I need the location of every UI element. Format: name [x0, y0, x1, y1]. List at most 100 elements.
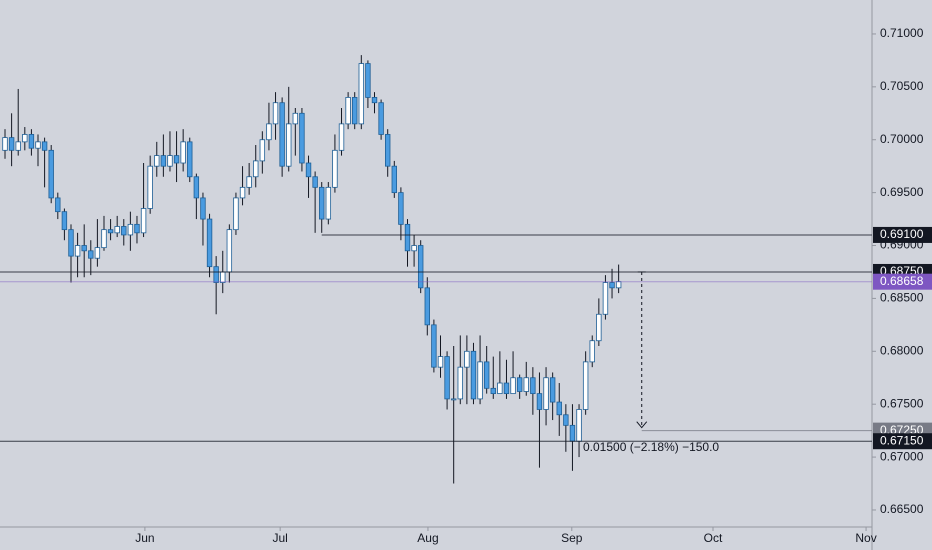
- candle-body: [510, 377, 516, 395]
- candle-body: [74, 245, 81, 257]
- candle-body: [596, 313, 602, 342]
- candle-body: [543, 377, 549, 410]
- candle-body: [140, 208, 147, 234]
- candle-body: [424, 287, 430, 326]
- candle-body: [187, 141, 193, 178]
- y-tick-label: 0.70000: [880, 132, 924, 146]
- candle-body: [253, 160, 259, 178]
- candle-body: [220, 271, 226, 283]
- candle-body: [345, 97, 351, 125]
- x-tick-label: Oct: [704, 531, 723, 545]
- candle-body: [101, 229, 107, 249]
- candle-body: [477, 361, 483, 400]
- y-tick-label: 0.68500: [880, 291, 924, 305]
- measure-arrowhead: [636, 421, 648, 429]
- candle-body: [246, 176, 252, 188]
- candle-body: [490, 387, 496, 395]
- candle-body: [233, 197, 239, 231]
- candle-body: [563, 414, 569, 426]
- candle-body: [160, 155, 167, 167]
- candle-body: [385, 134, 391, 167]
- candle-body: [404, 223, 411, 252]
- candle-body: [530, 377, 536, 395]
- candle-body: [569, 424, 576, 442]
- candle-body: [48, 149, 54, 199]
- candle-body: [279, 102, 285, 167]
- candle-body: [22, 134, 28, 143]
- candle-body: [576, 409, 582, 442]
- candle-body: [391, 165, 398, 194]
- candle-body: [589, 340, 595, 363]
- candle-body: [549, 377, 556, 403]
- candle-body: [107, 229, 114, 234]
- candle-body: [121, 226, 127, 236]
- candle-body: [35, 141, 41, 149]
- candle-body: [431, 324, 437, 368]
- level-label: 0.69100: [880, 227, 924, 241]
- candle-body: [602, 282, 609, 315]
- candle-body: [437, 356, 444, 368]
- candle-body: [398, 192, 404, 225]
- candle-body: [470, 350, 477, 400]
- y-tick-label: 0.68000: [880, 343, 924, 357]
- candle-body: [55, 197, 61, 213]
- candle-body: [352, 97, 358, 125]
- level-label: 0.68658: [880, 274, 924, 288]
- candle-body: [338, 123, 345, 151]
- candle-body: [457, 366, 463, 400]
- y-tick-label: 0.70500: [880, 79, 924, 93]
- candle-body: [15, 141, 21, 151]
- candle-body: [497, 382, 503, 395]
- candle-body: [417, 245, 424, 289]
- candle-body: [464, 350, 470, 368]
- candle-body: [365, 63, 371, 98]
- level-label-box: [873, 226, 932, 243]
- candle-body: [615, 281, 622, 289]
- candle-body: [134, 223, 140, 234]
- candle-body: [450, 398, 457, 401]
- candle-body: [28, 134, 35, 149]
- candle-body: [2, 137, 8, 151]
- level-label: 0.67150: [880, 433, 924, 447]
- candle-body: [127, 223, 134, 236]
- candle-body: [81, 245, 87, 252]
- candle-body: [213, 266, 219, 283]
- candle-body: [325, 186, 332, 220]
- y-tick-label: 0.67000: [880, 449, 924, 463]
- measure-label: 0.01500 (−2.18%) −150.0: [583, 440, 719, 454]
- candle-body: [41, 141, 48, 151]
- candle-body: [88, 250, 94, 259]
- candle-body: [319, 186, 325, 220]
- candle-body: [556, 401, 562, 416]
- candle-body: [411, 245, 417, 252]
- candle-body: [167, 155, 173, 167]
- candle-body: [180, 141, 186, 164]
- x-tick-label: Sep: [561, 531, 583, 545]
- y-tick-label: 0.69500: [880, 185, 924, 199]
- candle-body: [483, 361, 490, 389]
- candle-body: [371, 97, 378, 104]
- candle-body: [358, 63, 365, 125]
- candle-body: [8, 137, 15, 151]
- candle-body: [523, 377, 529, 392]
- candle-body: [444, 356, 450, 400]
- candle-body: [609, 282, 615, 289]
- candle-body: [286, 123, 292, 167]
- candle-body: [193, 176, 200, 199]
- candle-body: [272, 102, 279, 125]
- candle-body: [154, 155, 160, 167]
- level-label-box: [873, 433, 932, 450]
- candle-body: [503, 382, 510, 395]
- candle-body: [378, 102, 384, 135]
- candle-body: [61, 211, 68, 231]
- x-tick-label: Jul: [272, 531, 287, 545]
- candle-body: [266, 123, 272, 141]
- candle-body: [68, 229, 74, 257]
- candle-body: [305, 162, 312, 178]
- candle-body: [206, 218, 213, 268]
- y-tick-label: 0.67500: [880, 396, 924, 410]
- candle-body: [332, 149, 338, 188]
